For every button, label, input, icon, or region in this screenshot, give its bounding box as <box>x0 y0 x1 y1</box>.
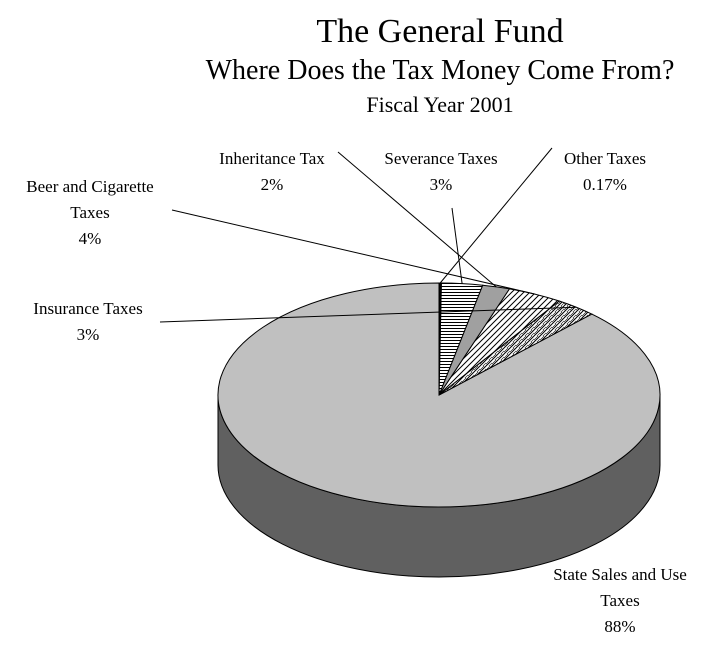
leader-line-other-taxes <box>439 147 553 284</box>
leader-line-beer-and-cigarette-taxes <box>171 209 536 295</box>
slice-value-label-beer-and-cigarette-taxes: 4% <box>79 229 102 248</box>
slice-name-label-insurance-taxes: Insurance Taxes <box>33 299 142 318</box>
leader-line-severance-taxes <box>451 207 463 284</box>
leader-line-inheritance-tax <box>337 151 497 288</box>
chart-title: The General Fund <box>316 13 563 50</box>
slice-value-label-insurance-taxes: 3% <box>77 325 100 344</box>
slice-name-label-state-sales-and-use-taxes: Taxes <box>600 591 639 610</box>
slice-value-label-inheritance-tax: 2% <box>261 175 284 194</box>
slice-labels: State Sales and Use Taxes 88% Insurance Tax… <box>26 147 687 636</box>
leader-line-insurance-taxes <box>159 306 577 323</box>
chart-period: Fiscal Year 2001 <box>366 92 513 117</box>
slice-name-label-inheritance-tax: Inheritance Tax <box>219 149 325 168</box>
slice-name-label-beer-and-cigarette-taxes: Taxes <box>70 203 109 222</box>
pie-plot-area <box>217 282 661 578</box>
pie-slice-other-taxes <box>438 282 442 396</box>
slice-value-label-other-taxes: 0.17% <box>583 175 627 194</box>
slice-name-label-beer-and-cigarette-taxes: Beer and Cigarette <box>26 177 153 196</box>
slice-value-label-state-sales-and-use-taxes: 88% <box>604 617 635 636</box>
chart-subtitle: Where Does the Tax Money Come From? <box>206 55 675 86</box>
slice-name-label-other-taxes: Other Taxes <box>564 149 646 168</box>
slice-value-label-severance-taxes: 3% <box>430 175 453 194</box>
slice-name-label-severance-taxes: Severance Taxes <box>384 149 497 168</box>
slice-name-label-state-sales-and-use-taxes: State Sales and Use <box>553 565 687 584</box>
